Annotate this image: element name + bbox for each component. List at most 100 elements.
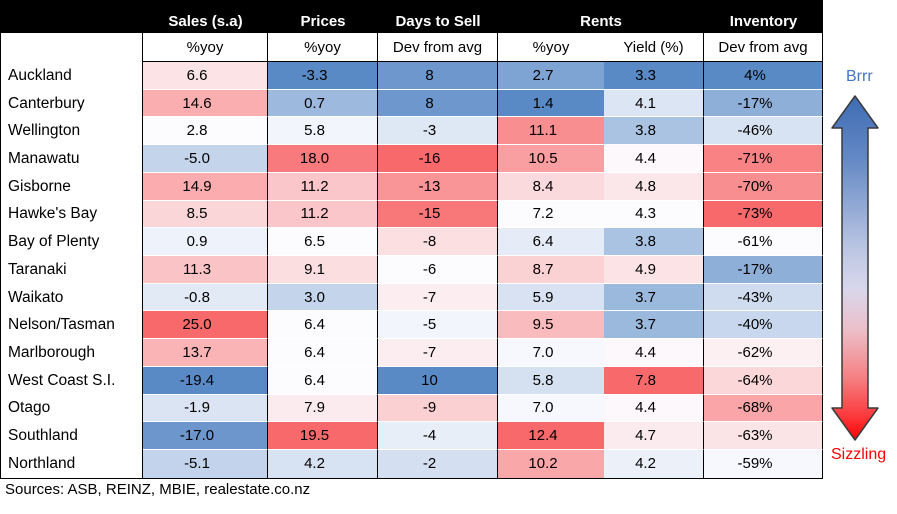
region-label: Bay of Plenty — [1, 228, 143, 257]
subheader-cell: Yield (%) — [604, 33, 704, 62]
heatmap-cell: 11.1 — [498, 117, 604, 146]
table-row: Marlborough 13.7 6.4 -7 7.0 4.4 -62% — [1, 339, 823, 367]
heatmap-cell: -9 — [378, 394, 498, 423]
legend-hot-label: Sizzling — [831, 446, 887, 463]
heatmap-cell: 14.6 — [143, 89, 268, 118]
heatmap-cell: 3.7 — [604, 311, 704, 340]
region-label: West Coast S.I. — [1, 366, 143, 395]
heatmap-cell: 6.5 — [268, 228, 378, 257]
header-group-cell: Days to Sell — [395, 13, 481, 30]
header-group-cell: Sales (s.a) — [168, 13, 243, 30]
heatmap-cell: -8 — [378, 228, 498, 257]
heatmap-cell: -46% — [704, 117, 823, 146]
header-corner-cell — [1, 0, 143, 33]
heatmap-cell: 4.9 — [604, 256, 704, 284]
heatmap-cell: 5.9 — [498, 283, 604, 312]
heatmap-cell: -68% — [704, 394, 823, 423]
heatmap-cell: 8.5 — [143, 200, 268, 229]
heatmap-cell: -19.4 — [143, 366, 268, 395]
heatmap-cell: 10.5 — [498, 145, 604, 173]
region-label: Waikato — [1, 283, 143, 312]
heatmap-cell: -2 — [378, 450, 498, 478]
heatmap-cell: 4.7 — [604, 422, 704, 451]
heatmap-cell: -17.0 — [143, 422, 268, 451]
heatmap-cell: 4.2 — [604, 450, 704, 478]
heatmap-cell: 0.7 — [268, 89, 378, 118]
table-row: Nelson/Tasman 25.0 6.4 -5 9.5 3.7 -40% — [1, 311, 823, 340]
table-row: Wellington 2.8 5.8 -3 11.1 3.8 -46% — [1, 117, 823, 146]
thermometer-arrow-icon — [831, 95, 879, 441]
heatmap-cell: 5.8 — [268, 117, 378, 146]
heatmap-cell: -59% — [704, 450, 823, 478]
heatmap-cell: -5.0 — [143, 145, 268, 173]
heatmap-cell: 11.2 — [268, 200, 378, 229]
heatmap-cell: 11.3 — [143, 256, 268, 284]
heatmap-table: Sales (s.a) Prices Days to Sell Rents Invent… — [0, 0, 823, 479]
heatmap-cell: -17% — [704, 256, 823, 284]
heatmap-cell: -73% — [704, 200, 823, 229]
header-group-cell: Prices — [300, 13, 346, 30]
heatmap-cell: -6 — [378, 256, 498, 284]
heatmap-cell: -3.3 — [268, 62, 378, 90]
heatmap-cell: 6.6 — [143, 62, 268, 90]
heatmap-cell: 7.0 — [498, 339, 604, 367]
table-row: Bay of Plenty 0.9 6.5 -8 6.4 3.8 -61% — [1, 228, 823, 257]
heatmap-cell: 6.4 — [268, 366, 378, 395]
heatmap-cell: 4.2 — [268, 450, 378, 478]
table-row: Taranaki 11.3 9.1 -6 8.7 4.9 -17% — [1, 256, 823, 284]
subheader-cell: %yoy — [268, 33, 378, 62]
heatmap-cell: 8 — [378, 89, 498, 118]
source-note: Sources: ASB, REINZ, MBIE, realestate.co… — [5, 481, 311, 498]
heatmap-cell: -1.9 — [143, 394, 268, 423]
heatmap-cell: 4.1 — [604, 89, 704, 118]
table-row: Waikato -0.8 3.0 -7 5.9 3.7 -43% — [1, 283, 823, 312]
subheader-corner-cell — [1, 33, 143, 62]
region-label: Manawatu — [1, 145, 143, 173]
table-row: Northland -5.1 4.2 -2 10.2 4.2 -59% — [1, 450, 823, 478]
heatmap-cell: -43% — [704, 283, 823, 312]
region-label: Southland — [1, 422, 143, 451]
heatmap-cell: 8.4 — [498, 172, 604, 201]
heatmap-cell: 9.1 — [268, 256, 378, 284]
heatmap-cell: 4.4 — [604, 339, 704, 367]
heatmap-cell: 3.3 — [604, 62, 704, 90]
region-label: Canterbury — [1, 89, 143, 118]
subheader-cell: %yoy — [498, 33, 604, 62]
heatmap-cell: -0.8 — [143, 283, 268, 312]
table-row: Canterbury 14.6 0.7 8 1.4 4.1 -17% — [1, 89, 823, 118]
heatmap-cell: -5.1 — [143, 450, 268, 478]
header-group-cell: Inventory — [729, 13, 798, 30]
heatmap-cell: 7.9 — [268, 394, 378, 423]
region-label: Northland — [1, 450, 143, 478]
header-group-cell: Rents — [580, 13, 622, 30]
subheader-cell: Dev from avg — [704, 33, 823, 62]
heatmap-cell: -15 — [378, 200, 498, 229]
heatmap-cell: 7.2 — [498, 200, 604, 229]
heatmap-cell: 2.8 — [143, 117, 268, 146]
heatmap-cell: 13.7 — [143, 339, 268, 367]
heatmap-cell: -5 — [378, 311, 498, 340]
heatmap-cell: -40% — [704, 311, 823, 340]
heatmap-cell: -7 — [378, 339, 498, 367]
heatmap-cell: 4.3 — [604, 200, 704, 229]
region-label: Otago — [1, 394, 143, 423]
heatmap-cell: 4.8 — [604, 172, 704, 201]
heatmap-cell: 10 — [378, 366, 498, 395]
subheader-cell: Dev from avg — [378, 33, 498, 62]
heatmap-cell: 3.8 — [604, 117, 704, 146]
heatmap-cell: 6.4 — [268, 311, 378, 340]
subheader-cell: %yoy — [143, 33, 268, 62]
heatmap-cell: 2.7 — [498, 62, 604, 90]
region-label: Auckland — [1, 62, 143, 90]
heatmap-cell: -64% — [704, 366, 823, 395]
heatmap-cell: 11.2 — [268, 172, 378, 201]
heatmap-cell: -70% — [704, 172, 823, 201]
region-label: Nelson/Tasman — [1, 311, 143, 340]
heatmap-cell: 8.7 — [498, 256, 604, 284]
heatmap-cell: -3 — [378, 117, 498, 146]
heatmap-cell: 6.4 — [268, 339, 378, 367]
header-row: Sales (s.a) Prices Days to Sell Rents Invent… — [1, 0, 823, 33]
heatmap-cell: 4% — [704, 62, 823, 90]
heatmap-cell: -61% — [704, 228, 823, 257]
